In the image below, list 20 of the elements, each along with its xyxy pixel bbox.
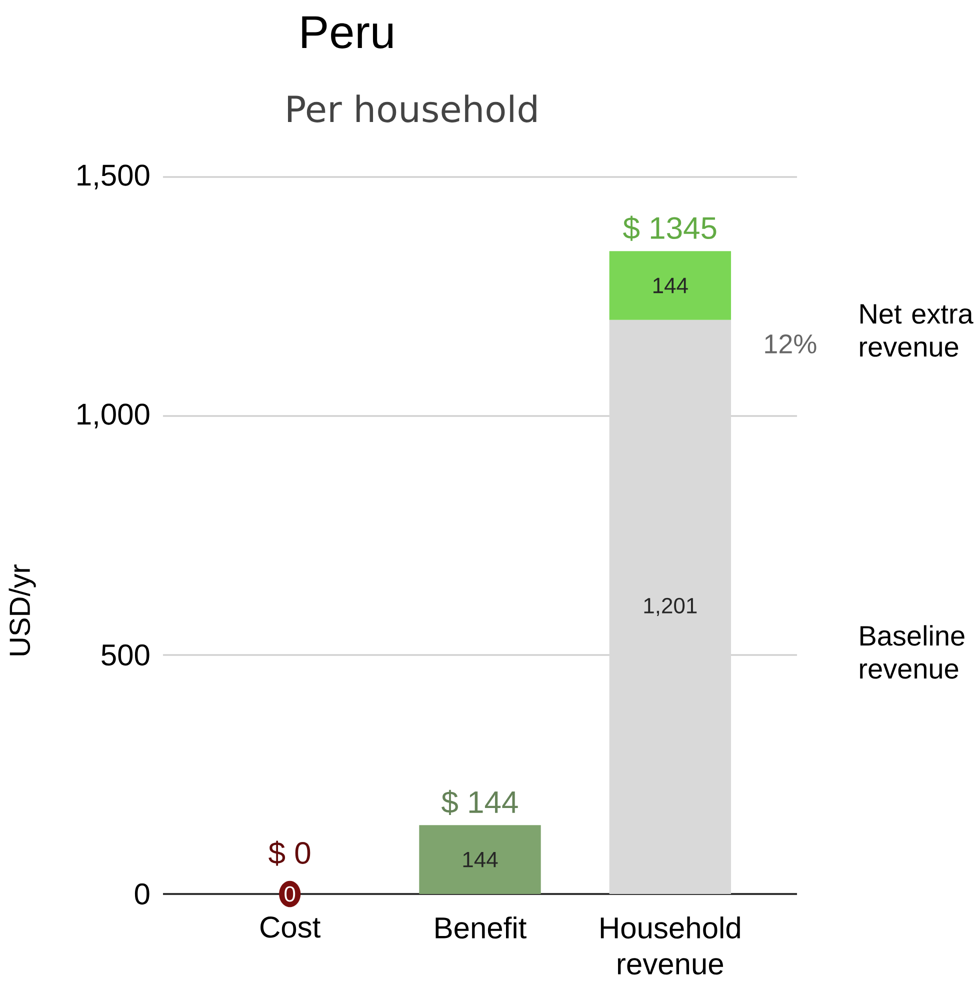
total-label: $ 1345 [623,216,716,241]
text: Baseline revenue [860,625,964,679]
y-tick-label: 0 [134,883,150,905]
data-label: 0 [284,886,296,902]
y-axis-title: USD/yr [8,564,36,656]
data-label: 1,201 [644,598,697,616]
chart-title: Peru [302,16,393,48]
y-tick-label: 1,000 [78,404,150,428]
y-tick-label: 1,500 [78,164,150,190]
data-label: 144 [463,852,498,868]
annotation: 12% [765,334,816,354]
text: Net extra revenue [860,304,974,357]
chart-subtitle: Per household [288,94,536,122]
total-label: $ 0 [268,840,310,866]
x-tick-label: Cost [260,916,320,938]
x-tick-label: Benefit [436,916,526,939]
data-label: 144 [653,278,688,294]
total-label: $ 144 [442,790,518,815]
x-tick-label: Household revenue [600,916,740,975]
y-tick-label: 500 [102,644,150,666]
